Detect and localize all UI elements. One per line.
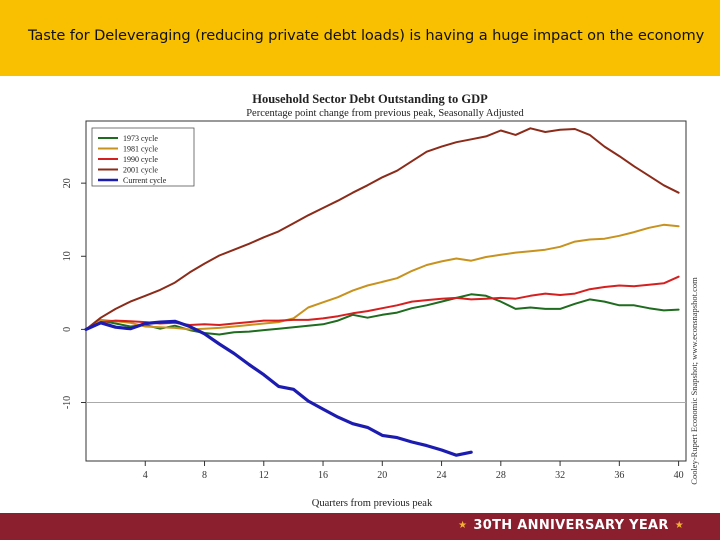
x-tick-label: 12 — [259, 470, 269, 481]
legend-label: Current cycle — [123, 176, 167, 185]
legend-label: 1973 cycle — [123, 134, 158, 143]
chart-title: Household Sector Debt Outstanding to GDP — [252, 92, 488, 106]
x-axis-title: Quarters from previous peak — [312, 498, 433, 509]
footer-bar: ★ 30TH ANNIVERSARY YEAR ★ — [0, 513, 720, 540]
y-tick-label: -10 — [62, 396, 73, 409]
legend-label: 2001 cycle — [123, 166, 158, 175]
x-tick-label: 32 — [555, 470, 565, 481]
series-line-1981-cycle — [85, 223, 680, 331]
title-banner — [0, 0, 720, 76]
x-tick-label: 36 — [614, 470, 624, 481]
star-icon: ★ — [458, 520, 468, 531]
series-line-current-cycle — [84, 319, 473, 457]
y-tick-label: 0 — [62, 327, 73, 332]
plot-frame — [85, 120, 687, 462]
legend-label: 1990 cycle — [123, 155, 158, 164]
x-tick-label: 28 — [496, 470, 506, 481]
x-tick-label: 20 — [377, 470, 387, 481]
y-tick-label: 20 — [62, 178, 73, 188]
debt-chart: Household Sector Debt Outstanding to GDP… — [62, 92, 699, 509]
slide-title: Taste for Deleveraging (reducing private… — [28, 27, 705, 44]
series-line-2001-cycle — [85, 127, 680, 331]
legend-label: 1981 cycle — [123, 145, 158, 154]
legend-box — [91, 127, 195, 187]
x-tick-label: 16 — [318, 470, 328, 481]
x-tick-label: 8 — [202, 470, 207, 481]
source-credit: Cooley-Rupert Economic Snapshot; www.eco… — [689, 277, 699, 485]
x-tick-label: 4 — [143, 470, 148, 481]
footer-label: 30TH ANNIVERSARY YEAR — [473, 518, 669, 533]
footer-label-group: ★ 30TH ANNIVERSARY YEAR ★ — [452, 518, 690, 533]
chart-subtitle: Percentage point change from previous pe… — [246, 108, 524, 119]
y-tick-label: 10 — [62, 251, 73, 261]
x-tick-label: 40 — [674, 470, 684, 481]
star-icon: ★ — [674, 520, 684, 531]
x-tick-label: 24 — [437, 470, 447, 481]
